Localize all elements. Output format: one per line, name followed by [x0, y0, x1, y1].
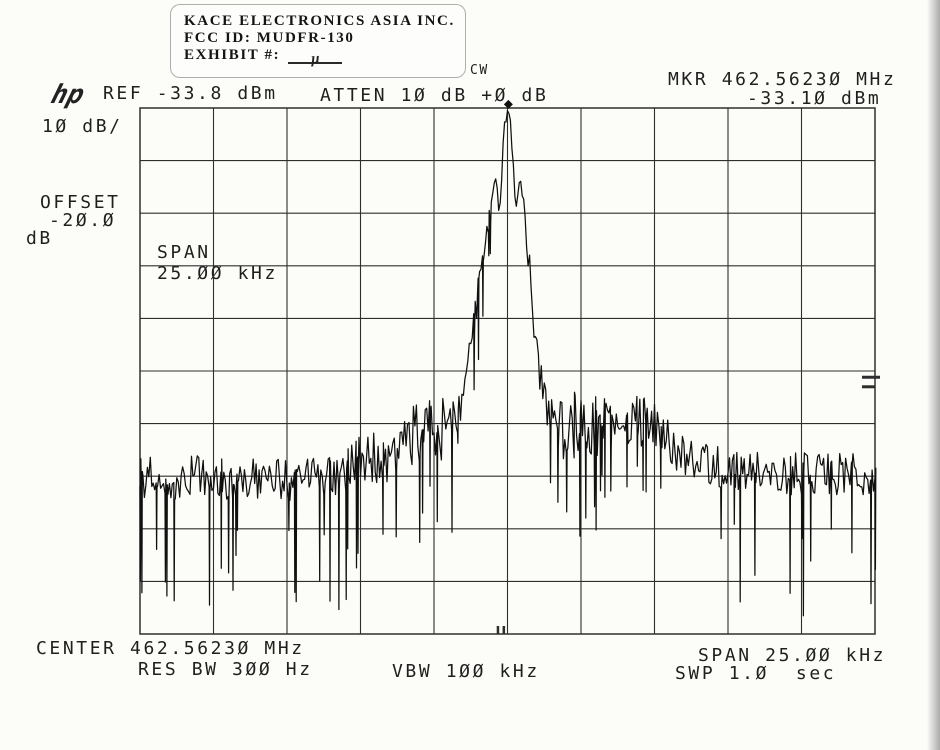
offset-unit: dB	[26, 228, 53, 249]
attenuation-label: ATTEN 1Ø dB +Ø dB	[320, 85, 549, 106]
spectrum-trace	[139, 109, 877, 617]
stamp-exhibit-handwritten-mark: μ	[310, 50, 321, 68]
ref-level-label: REF -33.8 dBm	[103, 83, 278, 104]
center-frequency-label: CENTER 462.5623Ø MHz	[36, 638, 305, 659]
marker-diamond-icon	[503, 99, 513, 109]
span-inplot-label: SPAN	[157, 242, 211, 263]
resolution-bandwidth-label: RES BW 3ØØ Hz	[138, 659, 313, 680]
marker-amplitude-readout: -33.1Ø dBm	[747, 88, 882, 109]
video-bandwidth-label: VBW 1ØØ kHz	[392, 661, 540, 682]
stamp-exhibit-underline: μ	[288, 50, 343, 68]
offset-value: -2Ø.Ø	[49, 210, 117, 231]
span-footer-label: SPAN 25.ØØ kHz	[698, 645, 887, 666]
hp-logo-icon: hp	[47, 80, 88, 110]
signal-mode-label: CW	[470, 63, 489, 78]
offset-label: OFFSET	[40, 192, 121, 213]
stamp-fcc-id: FCC ID: MUDFR-130	[184, 30, 355, 46]
fcc-stamp-box: KACE ELECTRONICS ASIA INC. FCC ID: MUDFR…	[170, 4, 466, 78]
marker-frequency-readout: MKR 462.5623Ø MHz	[668, 69, 897, 90]
span-inplot-value: 25.ØØ kHz	[157, 263, 278, 284]
sweep-time-label: SWP 1.Ø sec	[675, 663, 837, 684]
spectrum-graticule	[139, 99, 880, 635]
vertical-scale-label: 1Ø dB/	[42, 116, 123, 137]
stamp-exhibit-label: EXHIBIT #:	[184, 47, 281, 63]
stamp-company-name: KACE ELECTRONICS ASIA INC.	[184, 13, 455, 29]
